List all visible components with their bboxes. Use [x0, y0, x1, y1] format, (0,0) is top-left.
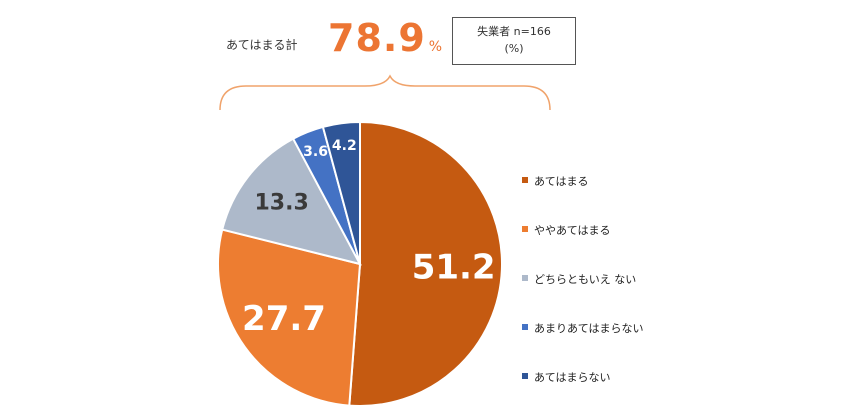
legend-swatch	[522, 177, 528, 183]
legend-label: あてはまる	[534, 175, 589, 188]
pie-slice-label-1: 51.2	[412, 248, 496, 288]
summary-unit: %	[428, 39, 444, 55]
legend-label: ややあてはまる	[534, 224, 611, 237]
pie-slice-label-2: 27.7	[242, 299, 326, 339]
pie-slice-1	[348, 120, 503, 407]
legend-swatch	[522, 324, 528, 330]
legend-swatch	[522, 275, 528, 281]
pie-slice-label-4: 3.6	[303, 144, 328, 160]
legend-swatch	[522, 373, 528, 379]
sample-size-text: 失業者 n=166	[477, 25, 551, 38]
pie-slice-3	[221, 137, 362, 266]
legend-label: あまりあてはまらない	[534, 322, 644, 335]
legend-swatch	[522, 226, 528, 232]
unit-note-text: (%)	[504, 42, 524, 55]
pie-slice-label-5: 4.2	[332, 138, 357, 154]
pie-slice-2	[217, 228, 362, 407]
summary-value: 78.9%	[328, 16, 444, 60]
legend-label: どちらともいえ ない	[534, 273, 637, 286]
summary-label: あてはまる計	[226, 38, 298, 52]
sample-note-box: 失業者 n=166 (%)	[452, 17, 576, 65]
pie-slice-5	[321, 120, 361, 265]
pie-slice-label-3: 13.3	[255, 190, 309, 215]
legend-label: あてはまらない	[534, 371, 611, 384]
